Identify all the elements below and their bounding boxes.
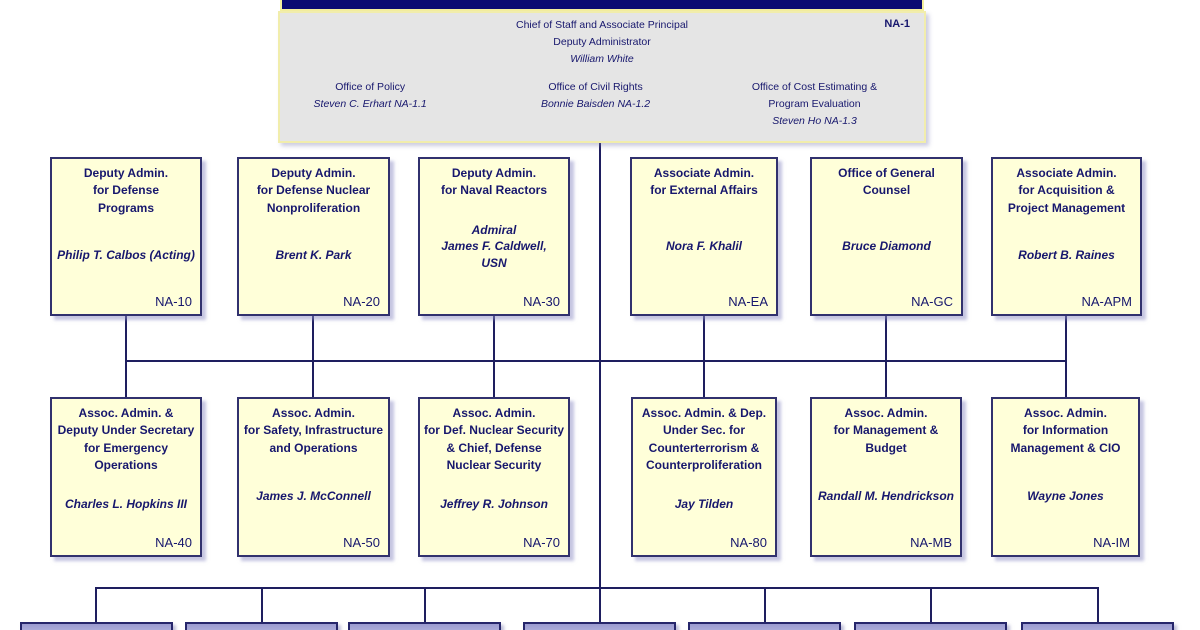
org-title: Associate Admin. for Acquisition & Project… <box>1007 166 1126 215</box>
org-code: NA-MB <box>910 535 952 550</box>
office-lead-name: Steven Ho NA-1.3 <box>772 114 857 127</box>
org-person: Charles L. Hopkins III <box>64 497 188 512</box>
office-lead-name: Bonnie Baisden NA-1.2 <box>540 97 651 110</box>
org-person: Admiral James F. Caldwell, USN <box>441 222 547 271</box>
bottom-box-7 <box>1021 622 1174 630</box>
bottom-box-3 <box>348 622 501 630</box>
box-na-70: Assoc. Admin. for Def. Nuclear Security & … <box>418 397 570 557</box>
box-na-50: Assoc. Admin. for Safety, Infrastructure a… <box>237 397 390 557</box>
connector-drop-line <box>1097 587 1099 623</box>
office-title: Office of Civil Rights <box>548 81 643 93</box>
org-title: Office of General Counsel <box>838 166 935 198</box>
chief-of-staff-block: Chief of Staff and Associate Principal De… <box>280 13 924 67</box>
org-title: Assoc. Admin. & Deputy Under Secretary for… <box>57 406 195 473</box>
org-person: James J. McConnell <box>256 488 371 503</box>
org-code: NA-GC <box>911 293 953 309</box>
bottom-box-6 <box>854 622 1007 630</box>
connector-column-line <box>1065 316 1067 398</box>
org-code: NA-IM <box>1093 535 1130 550</box>
connector-drop-line <box>261 587 263 623</box>
org-person: Jay Tilden <box>674 497 734 512</box>
org-title: Deputy Admin. for Defense Programs <box>83 166 169 215</box>
org-person: Brent K. Park <box>275 248 352 263</box>
connector-drop-line <box>95 587 97 623</box>
office-title: Office of Cost Estimating & Program Evalu… <box>751 81 878 110</box>
connector-mid-horizontal-line <box>125 360 1067 362</box>
connector-column-line <box>125 316 127 398</box>
box-na-10: Deputy Admin. for Defense Programs Philip … <box>50 157 202 316</box>
office-of-civil-rights: Office of Civil Rights Bonnie Baisden NA… <box>493 79 699 113</box>
box-na-40: Assoc. Admin. & Deputy Under Secretary for… <box>50 397 202 557</box>
office-lead-name: Steven C. Erhart NA-1.1 <box>313 97 427 110</box>
org-person: Wayne Jones <box>1027 488 1104 503</box>
org-code: NA-40 <box>155 534 192 550</box>
box-na-apm: Associate Admin. for Acquisition & Project… <box>991 157 1142 316</box>
org-person: Jeffrey R. Johnson <box>440 497 548 512</box>
org-person: Nora F. Khalil <box>665 239 742 254</box>
org-person: Philip T. Calbos (Acting) <box>57 248 195 263</box>
bottom-box-2 <box>185 622 338 630</box>
org-code: NA-10 <box>155 294 192 309</box>
bottom-box-5 <box>688 622 841 630</box>
org-code: NA-70 <box>523 534 560 550</box>
na-1-code: NA-1 <box>884 18 910 30</box>
chief-of-staff-name: William White <box>570 52 634 65</box>
connector-column-line <box>885 316 887 398</box>
office-title: Office of Policy <box>335 81 406 93</box>
box-na-gc: Office of General Counsel Bruce Diamond N… <box>810 157 963 316</box>
org-person: Robert B. Raines <box>1018 248 1115 263</box>
org-person: Bruce Diamond <box>842 239 931 254</box>
org-code: NA-80 <box>730 534 767 550</box>
connector-trunk-line <box>599 143 601 622</box>
org-title: Assoc. Admin. & Dep. Under Sec. for Counte… <box>641 406 767 473</box>
office-of-policy: Office of Policy Steven C. Erhart NA-1.1 <box>280 79 460 113</box>
org-code: NA-APM <box>1081 294 1132 309</box>
connector-column-line <box>493 316 495 398</box>
connector-drop-line <box>424 587 426 623</box>
connector-drop-line <box>930 587 932 623</box>
office-of-cost-estimating: Office of Cost Estimating & Program Evalu… <box>705 79 924 129</box>
org-title: Assoc. Admin. for Information Management &… <box>1010 406 1121 455</box>
org-title: Assoc. Admin. for Def. Nuclear Security & … <box>423 406 565 473</box>
org-title: Assoc. Admin. for Management & Budget <box>833 406 939 455</box>
bottom-box-1 <box>20 622 173 630</box>
org-code: NA-50 <box>343 535 380 550</box>
box-na-im: Assoc. Admin. for Information Management &… <box>991 397 1140 557</box>
box-na-ea: Associate Admin. for External Affairs Nor… <box>630 157 778 316</box>
org-code: NA-30 <box>523 293 560 309</box>
box-na-20: Deputy Admin. for Defense Nuclear Nonproli… <box>237 157 390 316</box>
administrator-bar <box>280 0 924 11</box>
org-code: NA-20 <box>343 294 380 309</box>
connector-column-line <box>703 316 705 398</box>
connector-drop-line <box>764 587 766 623</box>
org-code: NA-EA <box>728 293 768 309</box>
org-person: Randall M. Hendrickson <box>817 488 955 503</box>
box-na-30: Deputy Admin. for Naval Reactors Admiral J… <box>418 157 570 316</box>
chief-of-staff-title: Chief of Staff and Associate Principal De… <box>516 19 688 48</box>
org-title: Associate Admin. for External Affairs <box>650 166 758 198</box>
org-title: Deputy Admin. for Defense Nuclear Nonproli… <box>256 166 371 215</box>
org-title: Assoc. Admin. for Safety, Infrastructure a… <box>243 406 384 455</box>
box-na-1: NA-1 Chief of Staff and Associate Princi… <box>278 11 926 143</box>
box-na-80: Assoc. Admin. & Dep. Under Sec. for Counte… <box>631 397 777 557</box>
box-na-mb: Assoc. Admin. for Management & Budget Rand… <box>810 397 962 557</box>
bottom-box-4 <box>523 622 676 630</box>
connector-column-line <box>312 316 314 398</box>
org-title: Deputy Admin. for Naval Reactors <box>440 166 548 198</box>
connector-bottom-horizontal-line <box>96 587 1099 589</box>
